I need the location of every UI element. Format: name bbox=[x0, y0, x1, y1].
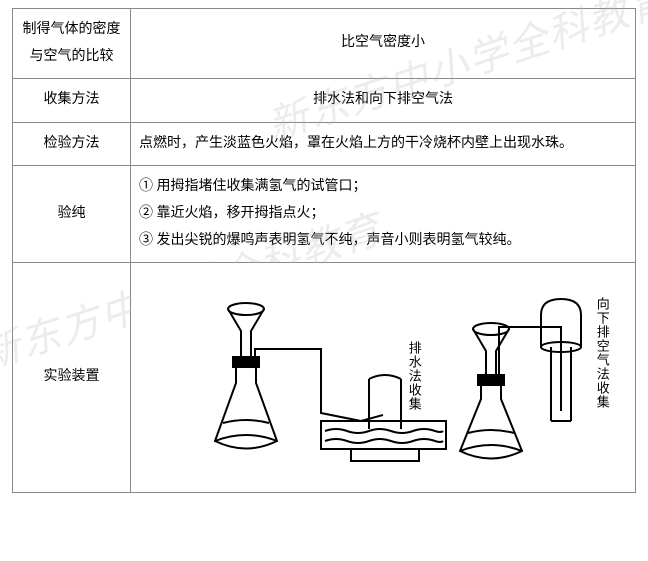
row-header-purity: 验纯 bbox=[13, 166, 131, 263]
purity-step-3: ③ 发出尖锐的爆鸣声表明氢气不纯，声音小则表明氢气较纯。 bbox=[139, 228, 629, 255]
row-header-collect: 收集方法 bbox=[13, 79, 131, 123]
row-content-apparatus: 排水法收集 bbox=[131, 263, 636, 493]
table-row: 制得气体的密度与空气的比较 比空气密度小 bbox=[13, 9, 636, 79]
diagram-label-air: 向下排空气法收集 bbox=[589, 297, 613, 409]
chemistry-table: 制得气体的密度与空气的比较 比空气密度小 收集方法 排水法和向下排空气法 检验方… bbox=[12, 8, 636, 493]
table-row: 检验方法 点燃时，产生淡蓝色火焰，罩在火焰上方的干冷烧杯内壁上出现水珠。 bbox=[13, 122, 636, 166]
table-row: 收集方法 排水法和向下排空气法 bbox=[13, 79, 636, 123]
row-header-apparatus: 实验装置 bbox=[13, 263, 131, 493]
table-row: 实验装置 bbox=[13, 263, 636, 493]
row-content-purity: ① 用拇指堵住收集满氢气的试管口； ② 靠近火焰，移开拇指点火； ③ 发出尖锐的… bbox=[131, 166, 636, 263]
diagram-label-water: 排水法收集 bbox=[401, 341, 425, 411]
apparatus-diagram: 排水法收集 bbox=[201, 271, 621, 481]
row-header-test: 检验方法 bbox=[13, 122, 131, 166]
table-row: 验纯 ① 用拇指堵住收集满氢气的试管口； ② 靠近火焰，移开拇指点火； ③ 发出… bbox=[13, 166, 636, 263]
table-container: 制得气体的密度与空气的比较 比空气密度小 收集方法 排水法和向下排空气法 检验方… bbox=[0, 0, 648, 501]
row-header-density: 制得气体的密度与空气的比较 bbox=[13, 9, 131, 79]
row-content-density: 比空气密度小 bbox=[131, 9, 636, 79]
row-content-collect: 排水法和向下排空气法 bbox=[131, 79, 636, 123]
purity-step-1: ① 用拇指堵住收集满氢气的试管口； bbox=[139, 174, 629, 201]
row-content-test: 点燃时，产生淡蓝色火焰，罩在火焰上方的干冷烧杯内壁上出现水珠。 bbox=[131, 122, 636, 166]
purity-step-2: ② 靠近火焰，移开拇指点火； bbox=[139, 201, 629, 228]
